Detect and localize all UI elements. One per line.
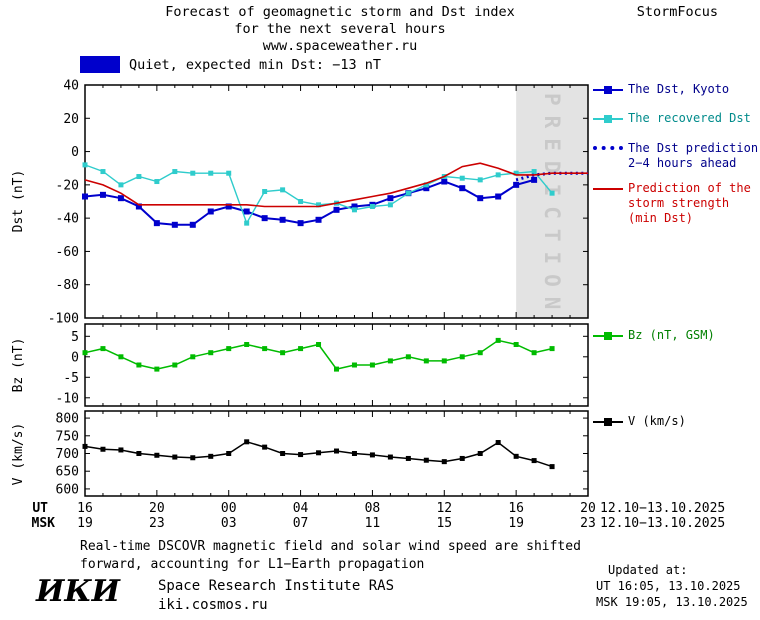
y-tick-label: 700 <box>56 447 79 462</box>
legend-label-storm-strength: Prediction of the storm strength (min Ds… <box>628 181 751 226</box>
msk-row-label: MSK <box>32 516 56 531</box>
ut-tick-label: 00 <box>221 501 237 516</box>
title-line-1: Forecast of geomagnetic storm and Dst in… <box>165 4 515 20</box>
y-tick-label: -80 <box>56 278 79 293</box>
dst-prediction-dotted-line-icon <box>593 143 623 156</box>
legend-label-dst-kyoto: The Dst, Kyoto <box>628 82 730 96</box>
title-line-2: for the next several hours <box>234 21 446 37</box>
dst-kyoto-line-icon <box>593 84 623 97</box>
y-tick-label: -5 <box>63 371 79 386</box>
legend-item-dst-prediction: The Dst prediction 2−4 hours ahead <box>593 141 758 171</box>
panel-frame <box>84 323 589 407</box>
y-tick-label: -40 <box>56 212 79 227</box>
legend-item-recovered-dst: The recovered Dst <box>593 111 751 126</box>
legend-label-storm-line1: Prediction of the <box>628 181 751 195</box>
v-line-icon <box>593 416 623 429</box>
msk-tick-label: 23 <box>580 516 596 531</box>
msk-tick-label: 03 <box>221 516 237 531</box>
legend-label-v: V (km/s) <box>628 414 686 428</box>
ut-tick-label: 16 <box>508 501 524 516</box>
prediction-of-the-storm-strength-min-dst-series <box>84 162 588 208</box>
updated-label: Updated at: <box>608 563 688 577</box>
y-tick-label: -100 <box>48 312 79 327</box>
dst-axis-label: Dst (nT) <box>11 170 26 233</box>
ut-tick-label: 12 <box>436 501 452 516</box>
status-text: Quiet, expected min Dst: −13 nT <box>129 56 381 73</box>
ut-row-label: UT <box>32 501 48 516</box>
bz-line-icon <box>593 330 623 343</box>
the-dst-kyoto-series <box>84 178 535 226</box>
msk-tick-label: 23 <box>149 516 165 531</box>
y-tick-label: 5 <box>71 330 79 345</box>
legend-item-v: V (km/s) <box>593 414 686 429</box>
y-tick-label: 750 <box>56 429 79 444</box>
ut-date-range: 12.10−13.10.2025 <box>600 501 725 516</box>
ut-tick-label: 20 <box>149 501 165 516</box>
legend-item-storm-strength: Prediction of the storm strength (min Ds… <box>593 181 751 226</box>
ut-tick-label: 04 <box>293 501 309 516</box>
v-axis-label: V (km/s) <box>11 423 26 486</box>
ut-tick-label: 16 <box>77 501 93 516</box>
y-tick-label: 20 <box>63 112 79 127</box>
legend-item-dst-kyoto: The Dst, Kyoto <box>593 82 729 97</box>
institute-name: Space Research Institute RAS <box>158 578 395 594</box>
y-tick-label: 650 <box>56 465 79 480</box>
updated-msk: MSK 19:05, 13.10.2025 <box>596 595 748 609</box>
legend-item-bz: Bz (nT, GSM) <box>593 328 715 343</box>
legend-label-recovered-dst: The recovered Dst <box>628 111 751 125</box>
y-tick-label: -60 <box>56 245 79 260</box>
prediction-band-label: PREDICTION <box>540 93 564 319</box>
propagation-note: Real-time DSCOVR magnetic field and sola… <box>80 538 581 574</box>
title-url: www.spaceweather.ru <box>262 38 418 54</box>
legend-label-dst-prediction-line1: The Dst prediction <box>628 141 759 155</box>
the-recovered-dst-series <box>84 164 553 225</box>
y-tick-label: -20 <box>56 178 79 193</box>
note-line-2: forward, accounting for L1−Earth propaga… <box>80 557 425 572</box>
legend-label-dst-prediction-line2: 2−4 hours ahead <box>628 156 737 170</box>
msk-tick-label: 15 <box>436 516 452 531</box>
brand-stormfocus: StormFocus <box>636 4 718 20</box>
msk-tick-label: 11 <box>365 516 381 531</box>
note-line-1: Real-time DSCOVR magnetic field and sola… <box>80 539 581 554</box>
bz-axis-label: Bz (nT) <box>11 338 26 393</box>
storm-strength-line-icon <box>593 183 623 196</box>
status-legend: Quiet, expected min Dst: −13 nT <box>80 56 381 73</box>
legend-label-storm-line2: storm strength <box>628 196 730 210</box>
y-tick-label: 800 <box>56 412 79 427</box>
msk-date-range: 12.10−13.10.2025 <box>600 516 725 531</box>
y-tick-label: 40 <box>63 79 79 94</box>
ut-tick-label: 08 <box>365 501 381 516</box>
legend-label-bz: Bz (nT, GSM) <box>628 328 715 342</box>
legend-label-storm-line3: (min Dst) <box>628 211 694 225</box>
institute-site: iki.cosmos.ru <box>158 597 268 613</box>
ut-tick-label: 20 <box>580 501 596 516</box>
y-tick-label: 600 <box>56 482 79 497</box>
legend-label-dst-prediction: The Dst prediction 2−4 hours ahead <box>628 141 758 171</box>
recovered-dst-line-icon <box>593 113 623 126</box>
updated-ut: UT 16:05, 13.10.2025 <box>596 579 741 593</box>
y-tick-label: 0 <box>71 350 79 365</box>
y-tick-label: 0 <box>71 145 79 160</box>
msk-tick-label: 07 <box>293 516 309 531</box>
quiet-level-swatch <box>80 56 120 73</box>
iki-logo: ИКИ <box>36 574 120 609</box>
prediction-band <box>516 85 588 318</box>
page-title: Forecast of geomagnetic storm and Dst in… <box>30 4 650 55</box>
msk-tick-label: 19 <box>77 516 93 531</box>
y-tick-label: -10 <box>56 391 79 406</box>
msk-tick-label: 19 <box>508 516 524 531</box>
updated-block: Updated at: UT 16:05, 13.10.2025 MSK 19:… <box>596 562 748 610</box>
